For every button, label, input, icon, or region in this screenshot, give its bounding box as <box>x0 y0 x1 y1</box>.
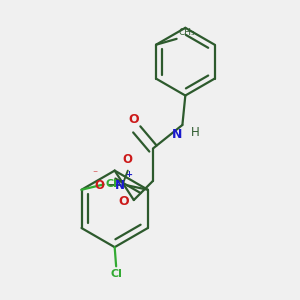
Text: O: O <box>123 153 133 166</box>
Text: Cl: Cl <box>110 269 122 279</box>
Text: O: O <box>118 195 128 208</box>
Text: +: + <box>125 170 132 179</box>
Text: ⁻: ⁻ <box>93 169 98 179</box>
Text: H: H <box>191 126 200 140</box>
Text: O: O <box>94 179 104 192</box>
Text: N: N <box>172 128 182 141</box>
Text: Cl: Cl <box>105 179 117 189</box>
Text: N: N <box>115 179 125 192</box>
Text: CH₃: CH₃ <box>178 28 195 38</box>
Text: O: O <box>128 113 139 126</box>
